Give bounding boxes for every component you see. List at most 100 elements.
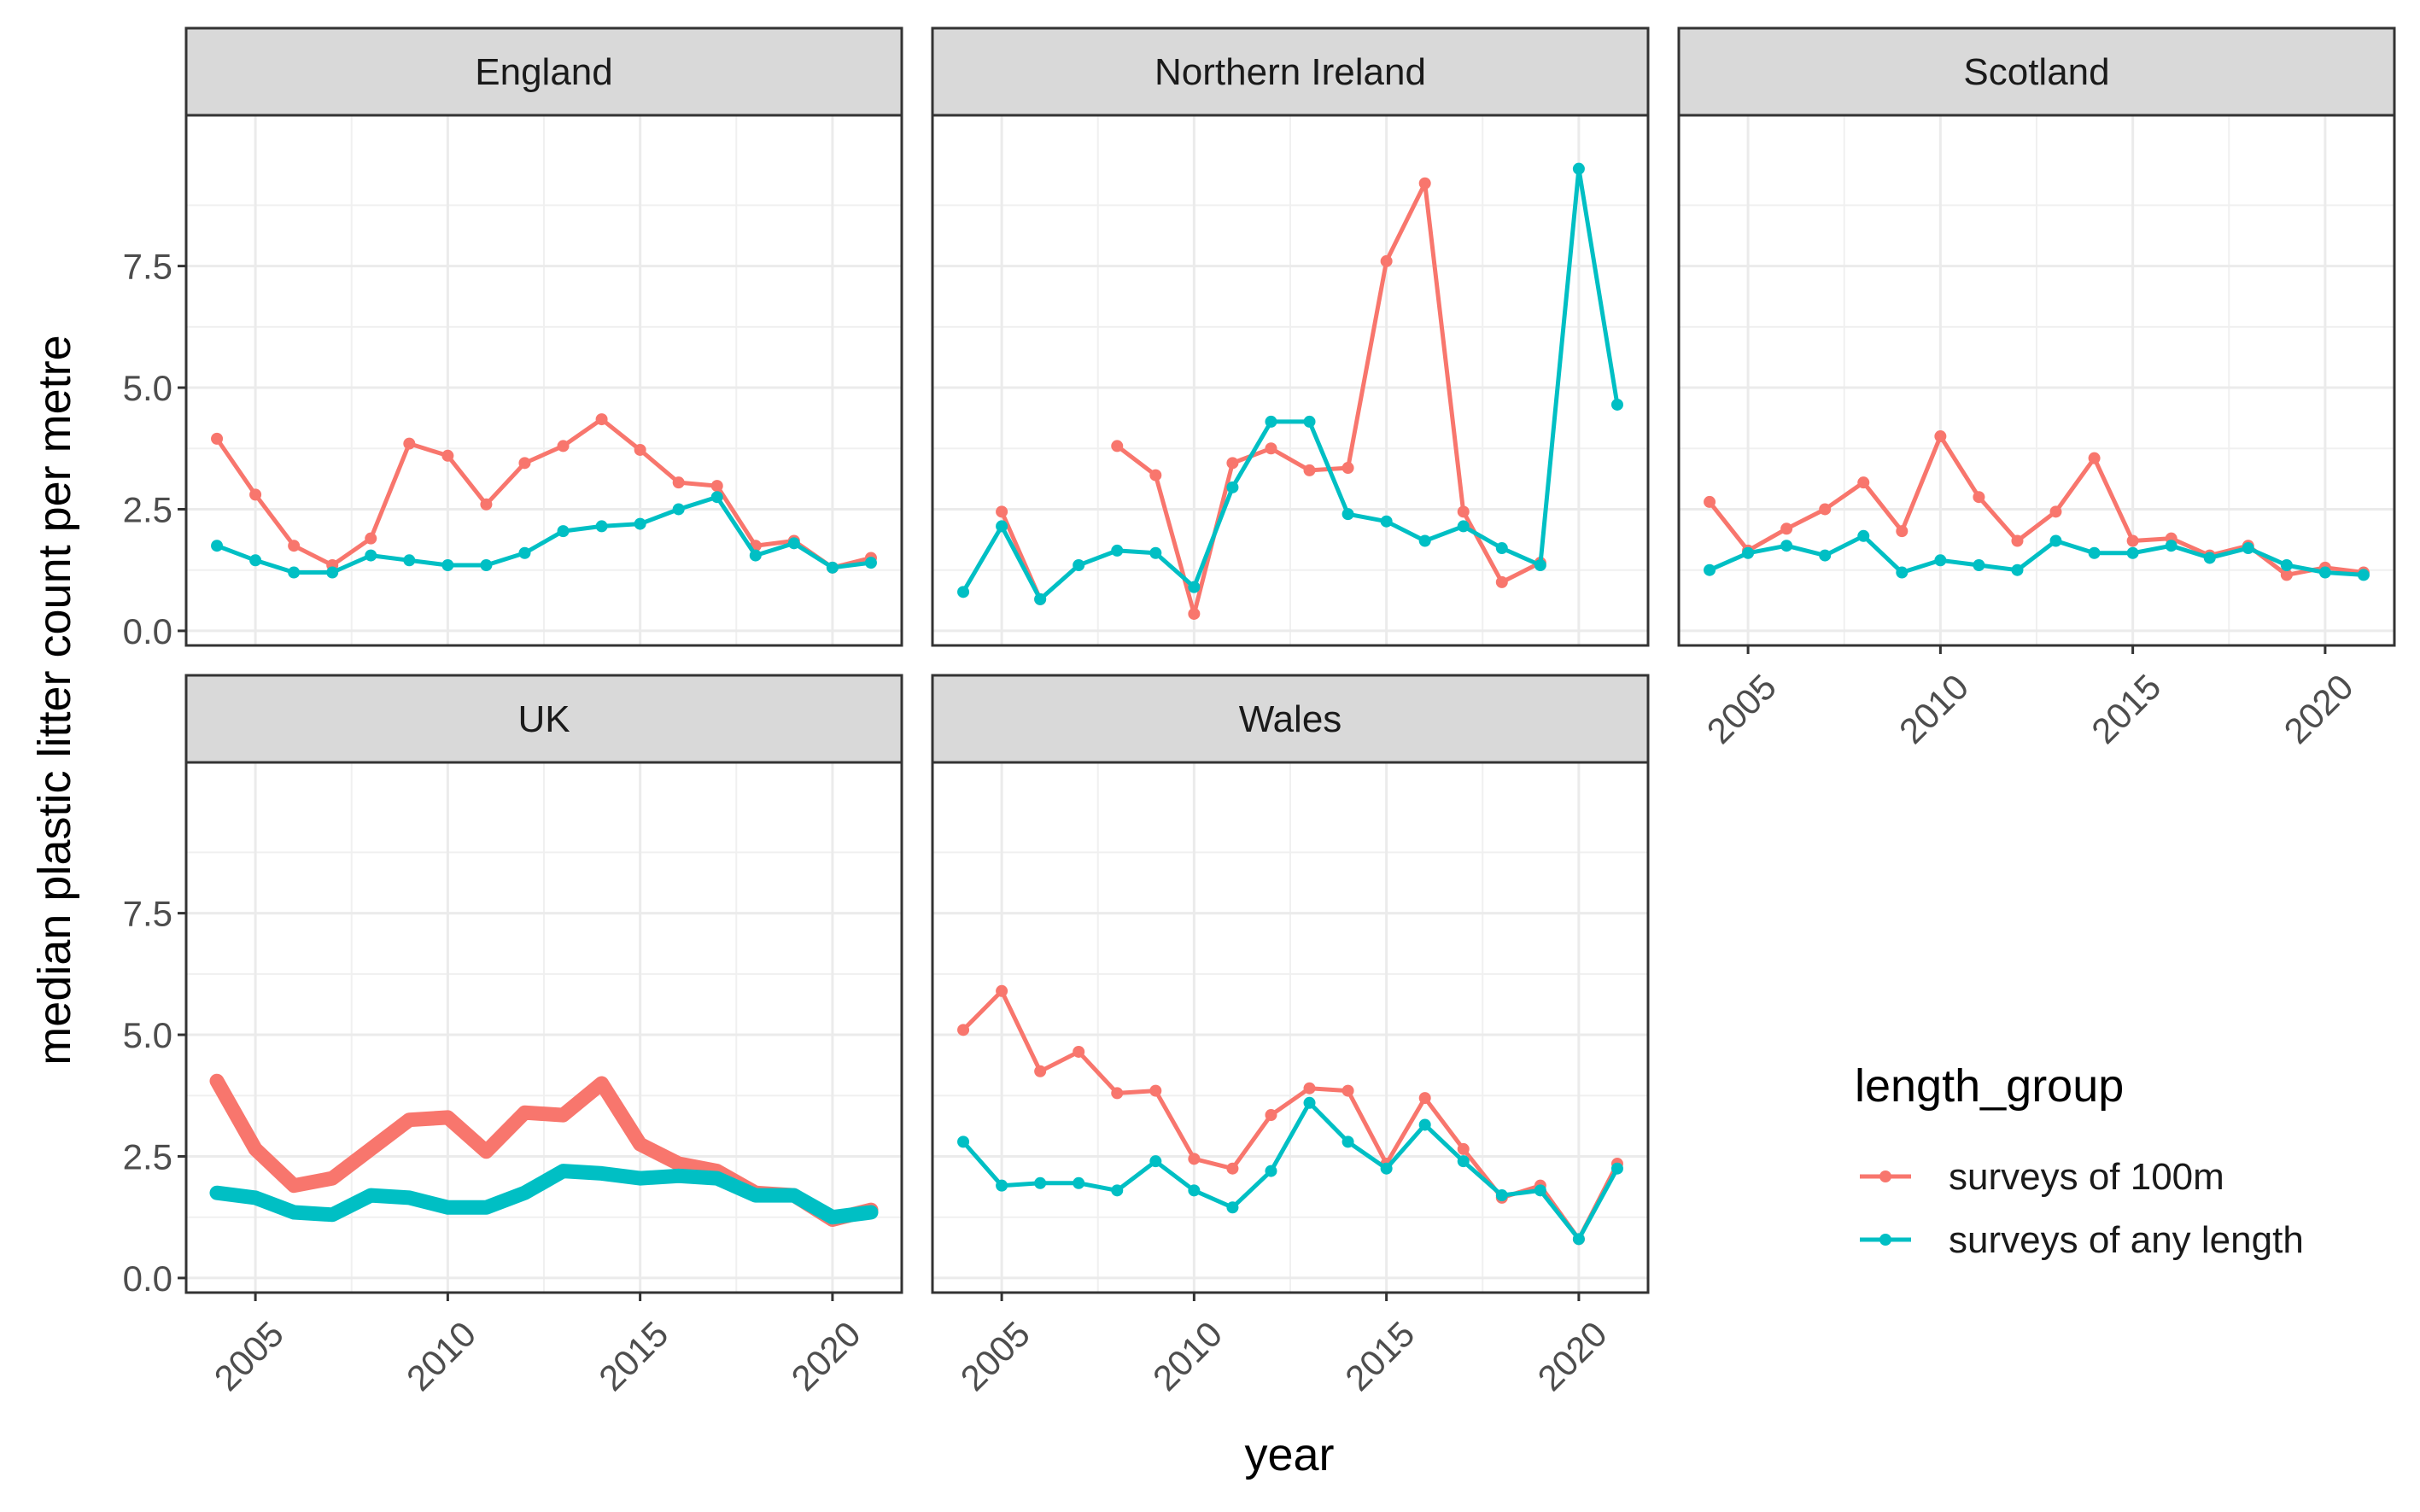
series-surveys-of-any-length	[209, 1164, 879, 1225]
facet-england: England 0.0 2.5 5.0 7.5	[123, 26, 903, 651]
data-point	[1780, 540, 1793, 552]
data-point	[1857, 529, 1870, 542]
data-point	[2280, 569, 2293, 581]
facet-scotland: Scotland 2005 2010 2015 2020	[1677, 26, 2396, 751]
x-tick-label: 2020	[2276, 667, 2360, 751]
data-point	[2088, 452, 2101, 464]
data-point	[1265, 1109, 1277, 1122]
data-point	[1111, 1184, 1124, 1197]
legend-label: surveys of any length	[1949, 1219, 2304, 1261]
data-point	[1380, 1162, 1393, 1175]
data-point	[1704, 563, 1716, 576]
data-point	[518, 457, 531, 470]
data-point	[1742, 546, 1755, 559]
data-point	[1534, 1184, 1546, 1197]
x-tick-label: 2015	[2084, 667, 2168, 751]
data-point	[1226, 457, 1239, 470]
facet-northern-ireland: Northern Ireland	[931, 26, 1650, 647]
data-point	[1896, 525, 1909, 538]
y-tick-label: 7.5	[123, 247, 172, 287]
data-point	[441, 449, 454, 462]
panel-border	[931, 114, 1650, 647]
data-point	[710, 491, 723, 504]
data-point	[1303, 464, 1316, 476]
x-tick-label: 2005	[1699, 667, 1784, 751]
series-line	[1707, 534, 2366, 577]
data-point	[1073, 1176, 1085, 1189]
data-point	[1226, 481, 1239, 493]
data-point	[1265, 1165, 1277, 1177]
data-point	[1380, 254, 1393, 267]
data-point	[2049, 505, 2062, 518]
data-point	[211, 432, 224, 445]
series-surveys-of-any-length	[957, 1096, 1623, 1246]
data-point	[1495, 542, 1508, 555]
x-tick-label: 2015	[591, 1314, 675, 1398]
x-tick-label: 2015	[1337, 1314, 1422, 1398]
facet-strip	[184, 26, 903, 117]
y-tick-label: 0.0	[123, 1258, 172, 1299]
facet-panels: England 0.0 2.5 5.0 7.5 Northern Ireland Scotl…	[123, 26, 2396, 1398]
data-point	[1342, 462, 1354, 475]
data-point	[996, 984, 1008, 997]
data-point	[1934, 554, 1947, 567]
series-surveys-of-100m	[211, 413, 877, 574]
data-point	[1495, 1189, 1508, 1202]
data-point	[1149, 1155, 1162, 1168]
data-point	[957, 1135, 970, 1148]
data-point	[1265, 442, 1277, 455]
data-point	[1188, 1153, 1201, 1165]
x-tick-label: 2010	[399, 1314, 483, 1398]
x-tick-label: 2010	[1145, 1314, 1230, 1398]
legend-items: surveys of 100m surveys of any length	[1860, 1156, 2304, 1261]
series-surveys-of-any-length	[211, 491, 877, 579]
data-point	[864, 557, 877, 569]
data-point	[634, 517, 646, 530]
y-tick-label: 0.0	[123, 611, 172, 651]
facet-strip	[931, 26, 1650, 117]
data-point	[1418, 534, 1431, 547]
x-tick-label: 2020	[1529, 1314, 1614, 1398]
data-point	[2011, 534, 2024, 547]
facet-strip-label: UK	[517, 698, 570, 740]
data-point	[365, 532, 377, 545]
series-line	[961, 1100, 1620, 1241]
data-point	[2357, 569, 2370, 581]
data-point	[2165, 540, 2177, 552]
facet-strip-label: Scotland	[1963, 51, 2109, 93]
data-point	[2126, 546, 2139, 559]
data-point	[1457, 505, 1470, 518]
panel-border	[931, 761, 1650, 1294]
data-point	[2242, 542, 2254, 555]
data-point	[557, 525, 570, 538]
data-point	[2049, 534, 2062, 547]
gridlines	[186, 762, 902, 1293]
data-point	[595, 413, 608, 426]
data-point	[1973, 491, 1985, 504]
data-point	[1342, 1084, 1354, 1097]
data-point	[557, 440, 570, 452]
data-point	[1857, 476, 1870, 489]
y-tick-label: 2.5	[123, 489, 172, 529]
data-point	[957, 1024, 970, 1036]
data-point	[480, 498, 493, 511]
data-point	[1034, 1065, 1047, 1077]
gridlines	[186, 115, 902, 645]
data-point	[2088, 546, 2101, 559]
legend-key-point	[1879, 1234, 1891, 1246]
data-point	[996, 520, 1008, 533]
data-point	[996, 1179, 1008, 1192]
data-point	[1149, 1084, 1162, 1097]
facet-strip-label: England	[475, 51, 612, 93]
panel-border	[184, 761, 903, 1294]
facet-wales: Wales 2005 2010 2015 2020	[931, 674, 1650, 1398]
panel-border	[1677, 114, 2396, 647]
series-line	[961, 166, 1620, 602]
data-point	[1303, 1096, 1316, 1109]
legend-item-surveys-of-any-length: surveys of any length	[1860, 1219, 2304, 1261]
facet-strip	[1677, 26, 2396, 117]
data-point	[1418, 1118, 1431, 1131]
data-point	[1572, 162, 1585, 175]
legend: length_group surveys of 100m surveys of a…	[1855, 1060, 2304, 1261]
